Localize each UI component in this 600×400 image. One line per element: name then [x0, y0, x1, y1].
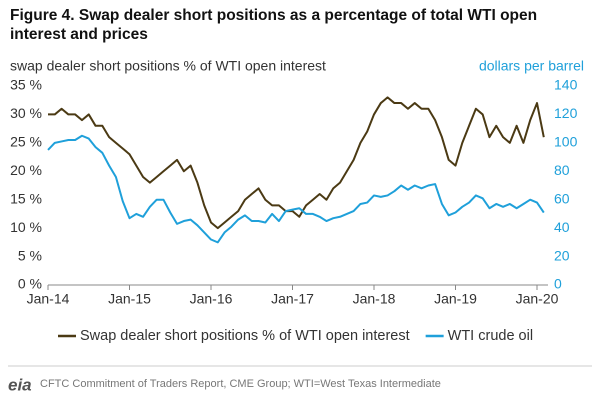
source: CFTC Commitment of Traders Report, CME G… [40, 378, 441, 390]
y2-tick-label: 40 [554, 219, 570, 235]
y2-tick-label: 140 [554, 77, 578, 93]
y-tick-label: 15 % [10, 190, 42, 206]
logo: eia [8, 375, 32, 394]
y2-axis-label: dollars per barrel [479, 58, 584, 74]
legend-label: WTI crude oil [448, 328, 533, 344]
x-tick-label: Jan-17 [271, 291, 314, 307]
y2-tick-label: 120 [554, 105, 578, 121]
x-tick-label: Jan-15 [108, 291, 151, 307]
x-tick-label: Jan-20 [516, 291, 559, 307]
x-tick-label: Jan-18 [353, 291, 396, 307]
y2-tick-label: 100 [554, 134, 578, 150]
y-tick-label: 20 % [10, 162, 42, 178]
x-tick-label: Jan-14 [27, 291, 70, 307]
y-axis-label: swap dealer short positions % of WTI ope… [10, 58, 326, 74]
y-tick-label: 30 % [10, 105, 42, 121]
y-tick-label: 10 % [10, 219, 42, 235]
legend-label: Swap dealer short positions % of WTI ope… [80, 328, 410, 344]
y-tick-label: 25 % [10, 134, 42, 150]
y2-tick-label: 20 [554, 247, 570, 263]
y2-tick-label: 60 [554, 190, 570, 206]
y-tick-label: 5 % [18, 247, 42, 263]
x-tick-label: Jan-19 [434, 291, 477, 307]
y2-tick-label: 80 [554, 162, 570, 178]
chart-title: Figure 4. Swap dealer short positions as… [10, 7, 538, 43]
data-line [47, 134, 545, 244]
data-line [48, 96, 545, 230]
y2-tick-label: 0 [554, 276, 562, 292]
y-tick-label: 35 % [10, 77, 42, 93]
y-tick-label: 0 % [18, 276, 42, 292]
x-tick-label: Jan-16 [190, 291, 233, 307]
